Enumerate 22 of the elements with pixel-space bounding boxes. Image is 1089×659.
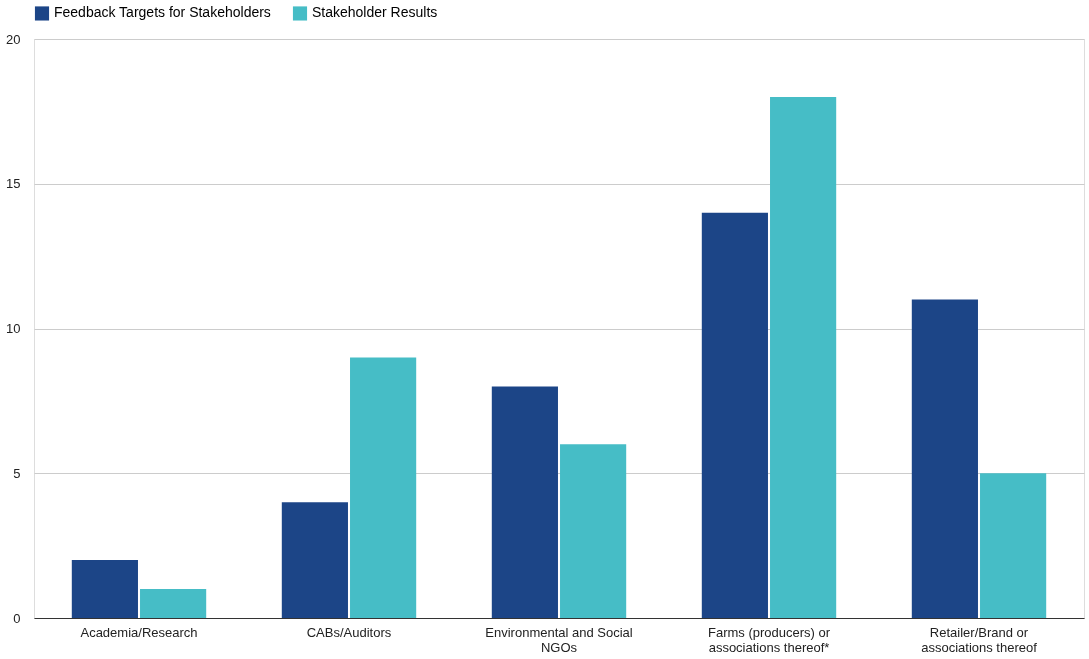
y-tick-label: 20: [6, 31, 21, 47]
bar: [281, 502, 348, 618]
x-tick-label: Farms (producers) or associations thereof*: [707, 624, 831, 655]
bar: [560, 444, 627, 618]
x-tick-label: Academia/Research: [80, 624, 198, 640]
bar: [350, 357, 417, 618]
bar: [770, 96, 837, 618]
y-tick-label: 10: [6, 321, 21, 336]
legend-label: Stakeholder Results: [312, 4, 438, 21]
bar: [980, 473, 1047, 618]
bar: [71, 560, 138, 618]
y-tick-label: 5: [13, 465, 21, 481]
x-tick-label: Environmental and Social NGOs: [485, 624, 633, 655]
bar: [491, 386, 558, 618]
bar: [140, 589, 207, 618]
bar: [701, 212, 768, 618]
legend-label: Feedback Targets for Stakeholders: [54, 4, 271, 21]
bar: [911, 299, 978, 618]
y-tick-label: 15: [6, 176, 21, 192]
x-tick-label: Retailer/Brand or associations thereof: [921, 624, 1038, 655]
y-tick-label: 0: [13, 610, 21, 626]
x-tick-label: CABs/Auditors: [306, 624, 392, 640]
